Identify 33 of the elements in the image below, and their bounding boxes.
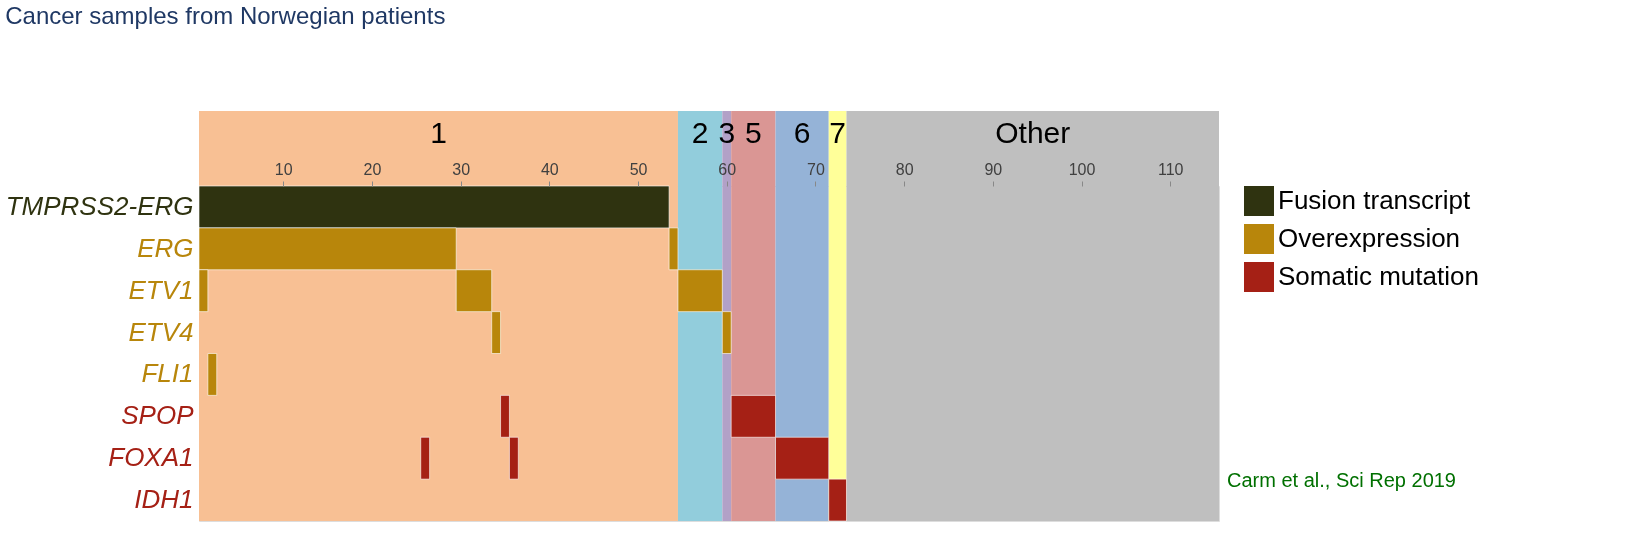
band-label: 2 bbox=[691, 116, 709, 149]
legend-label: Overexpression bbox=[1278, 223, 1461, 253]
band-label: 1 bbox=[430, 116, 447, 149]
band-label: 5 bbox=[745, 116, 762, 149]
x-tick-label: 80 bbox=[895, 160, 914, 178]
band-label: 6 bbox=[793, 116, 811, 149]
x-tick-label: 90 bbox=[984, 160, 1003, 178]
y-tick-label: FLI1 bbox=[141, 358, 194, 389]
band-label: 7 bbox=[829, 116, 846, 149]
band-label: Other bbox=[995, 116, 1071, 149]
legend-label: Fusion transcript bbox=[1278, 185, 1471, 215]
y-tick-label: ETV1 bbox=[128, 274, 194, 305]
y-tick-label: SPOP bbox=[121, 400, 195, 431]
x-tick-label: 60 bbox=[718, 160, 737, 178]
y-tick-label: ERG bbox=[137, 232, 194, 263]
legend-label: Somatic mutation bbox=[1278, 261, 1479, 291]
bar bbox=[207, 353, 218, 396]
x-tick-label: 100 bbox=[1068, 160, 1096, 178]
x-tick-label: 20 bbox=[363, 160, 382, 178]
chart-title: Cancer samples from Norwegian patients bbox=[5, 2, 446, 29]
y-tick-label: ETV4 bbox=[128, 316, 194, 347]
bar bbox=[420, 436, 430, 480]
y-tick-label: TMPRSS2-ERG bbox=[5, 190, 194, 221]
x-tick-label: 50 bbox=[629, 160, 648, 178]
x-tick-label: 30 bbox=[452, 160, 471, 178]
y-tick-label: FOXA1 bbox=[108, 442, 194, 473]
text: Carm et al., Sci Rep 2019 bbox=[1227, 469, 1456, 491]
x-tick-label: 10 bbox=[274, 160, 293, 178]
y-tick-label: IDH1 bbox=[134, 484, 194, 515]
x-tick-label: 40 bbox=[540, 160, 559, 178]
x-tick-label: 110 bbox=[1157, 160, 1184, 178]
x-tick-label: 70 bbox=[807, 160, 825, 178]
band-label: 3 bbox=[718, 116, 736, 149]
